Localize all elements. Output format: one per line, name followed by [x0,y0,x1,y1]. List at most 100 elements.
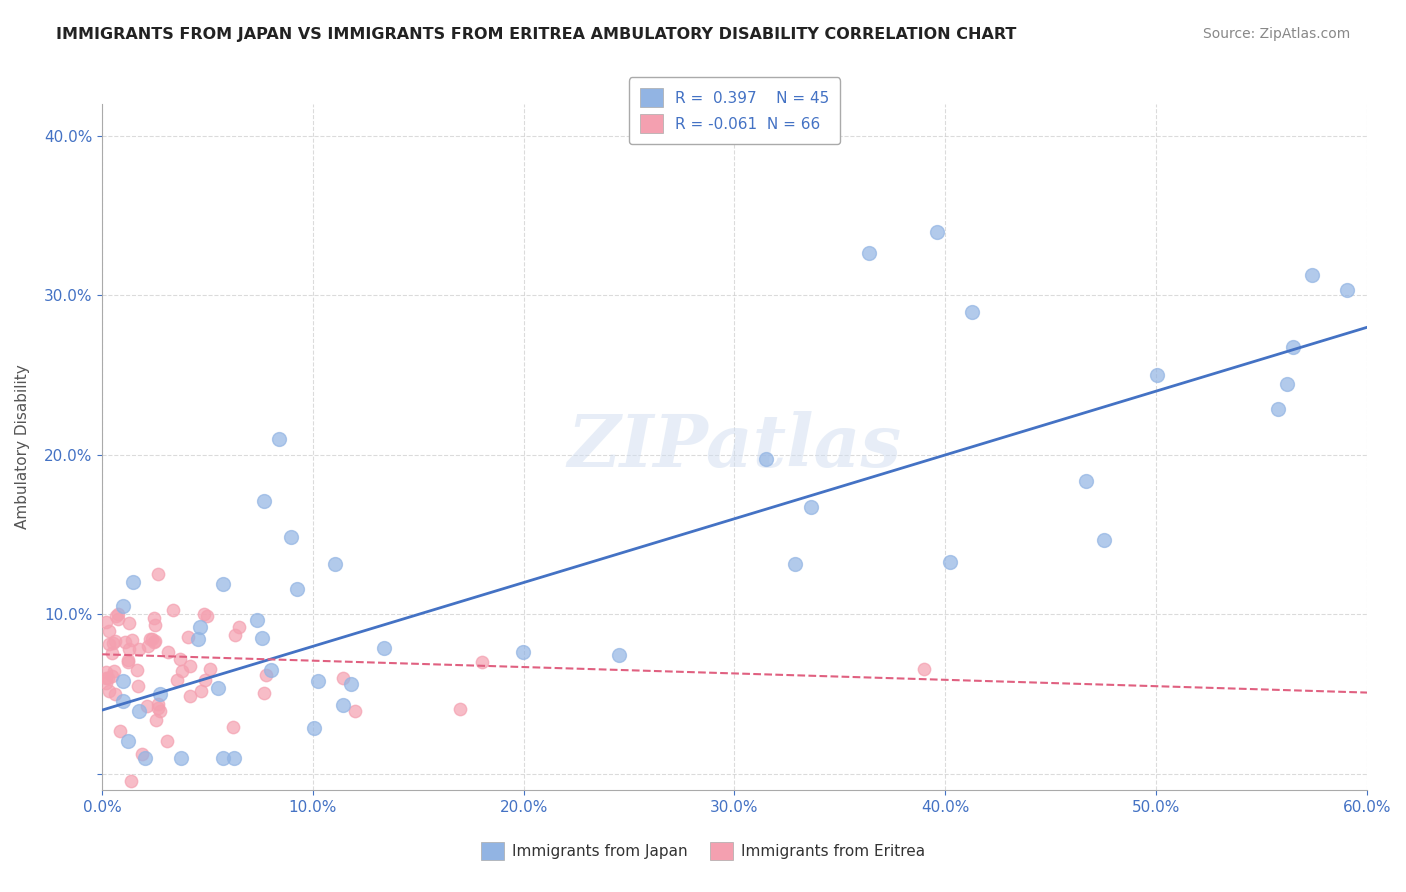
Point [187,632,209,646]
Text: IMMIGRANTS FROM JAPAN VS IMMIGRANTS FROM ERITREA AMBULATORY DISABILITY CORRELATI: IMMIGRANTS FROM JAPAN VS IMMIGRANTS FROM… [56,27,1017,42]
Point [193,607,215,621]
Point [121,633,143,648]
Point [149,687,172,701]
Point [246,613,269,627]
Point [332,671,354,685]
Point [302,721,325,735]
Point [222,751,245,765]
Point [108,723,131,738]
Point [512,645,534,659]
Point [307,673,329,688]
Point [128,704,150,718]
Point [103,633,125,648]
Point [228,620,250,634]
Point [197,608,219,623]
Point [105,609,128,624]
Point [938,555,960,569]
Point [1282,340,1305,354]
Point [269,433,291,447]
Point [96,676,118,690]
Point [1275,377,1298,392]
Point [212,577,235,591]
Point [96,615,118,630]
Point [190,683,212,698]
Point [156,733,179,747]
Point [135,698,157,713]
Point [103,664,125,678]
Point [332,698,354,713]
Point [607,648,630,663]
Point [912,662,935,676]
Point [139,632,162,646]
Point [98,683,121,698]
Point [107,607,129,621]
Point [449,701,471,715]
Point [143,611,166,625]
Point [134,751,156,765]
Point [162,603,184,617]
Point [207,681,229,695]
Point [755,451,778,466]
Point [141,632,163,646]
Point [96,671,118,685]
Point [280,530,302,544]
Point [112,599,135,614]
Point [122,575,145,590]
Point [127,663,149,677]
Y-axis label: Ambulatory Disability: Ambulatory Disability [15,365,30,529]
Point [179,658,201,673]
Point [785,557,807,571]
Point [98,624,121,639]
Point [1092,533,1115,547]
Point [1267,402,1289,417]
Point [252,686,274,700]
Point [148,697,170,711]
Text: ZIPatlas: ZIPatlas [568,411,901,483]
Point [170,751,193,765]
Point [127,679,149,693]
Point [1336,283,1358,297]
Legend: R =  0.397    N = 45, R = -0.061  N = 66: R = 0.397 N = 45, R = -0.061 N = 66 [628,78,839,144]
Point [131,747,153,762]
Point [858,246,880,260]
Point [107,612,129,626]
Point [194,673,217,687]
Point [149,704,172,718]
Point [340,677,363,691]
Point [136,640,159,654]
Point [927,226,949,240]
Point [470,655,492,669]
Point [117,655,139,669]
Point [200,662,222,676]
Text: Source: ZipAtlas.com: Source: ZipAtlas.com [1202,27,1350,41]
Point [190,620,212,634]
Point [118,642,141,657]
Point [212,751,235,765]
Point [169,652,191,666]
Point [143,634,166,648]
Point [101,646,124,660]
Point [117,734,139,748]
Point [96,665,118,679]
Point [101,669,124,683]
Point [250,631,273,645]
Point [104,687,127,701]
Point [97,671,120,685]
Point [145,713,167,727]
Point [112,694,135,708]
Point [960,305,983,319]
Point [156,645,179,659]
Point [128,641,150,656]
Point [800,500,823,514]
Point [143,634,166,648]
Point [143,618,166,632]
Point [98,637,121,651]
Point [177,630,200,644]
Point [222,721,245,735]
Point [373,640,395,655]
Point [1146,368,1168,383]
Point [254,668,277,682]
Point [172,664,194,678]
Point [179,690,201,704]
Point [1301,268,1323,282]
